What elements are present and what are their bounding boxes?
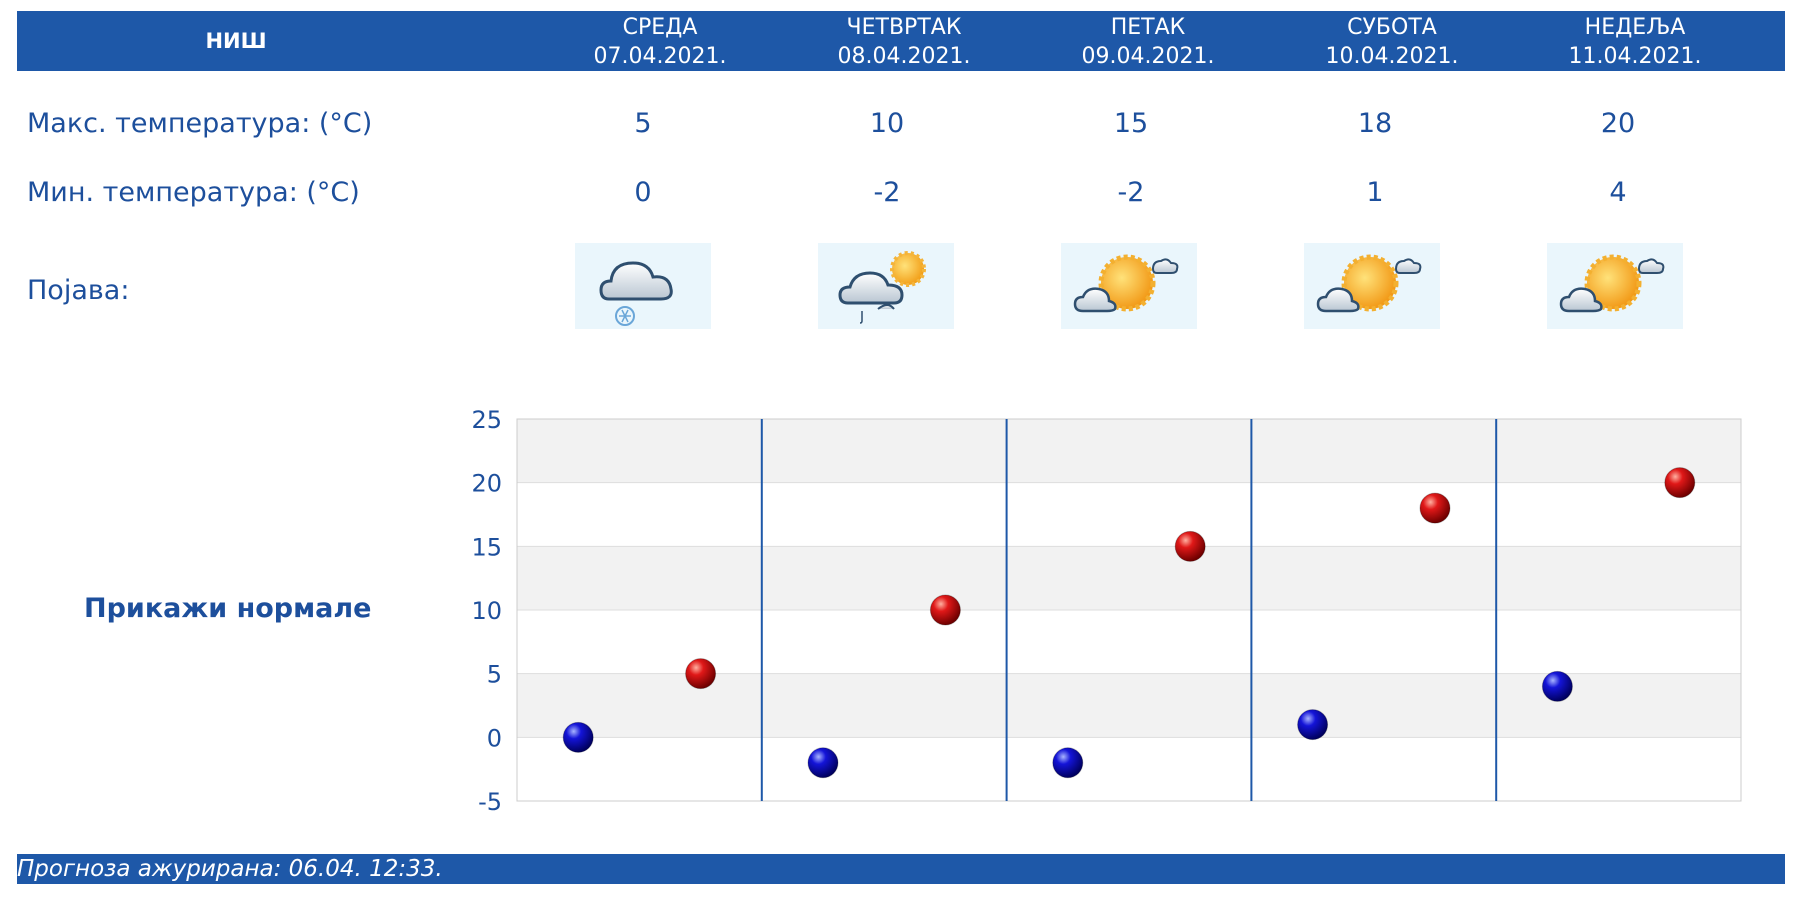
- y-tick-label: 0: [487, 724, 502, 752]
- y-tick-label: 25: [471, 406, 502, 434]
- day-date: 07.04.2021.: [593, 44, 727, 69]
- min-temp-marker: [1541, 670, 1573, 702]
- day-header-4: СУБОТА 10.04.2021.: [1272, 13, 1512, 71]
- show-normals-link[interactable]: Прикажи нормале: [84, 593, 372, 624]
- day-date: 08.04.2021.: [837, 44, 971, 69]
- max-temp-value: 20: [1600, 108, 1636, 139]
- chart-border: [516, 418, 1742, 802]
- y-tick-label: 15: [471, 533, 502, 561]
- forecast-footer-bar: Прогноза ажурирана: 06.04. 12:33.: [17, 854, 1785, 884]
- max-temp-label: Макс. температура: (°C): [27, 108, 373, 139]
- max-temp-value: 10: [869, 108, 905, 139]
- day-header-2: ЧЕТВРТАК 08.04.2021.: [784, 13, 1024, 71]
- max-temp-marker: [929, 594, 961, 626]
- min-temp-marker: [562, 721, 594, 753]
- day-date: 09.04.2021.: [1081, 44, 1215, 69]
- max-temp-value: 15: [1113, 108, 1149, 139]
- sun-clouds-icon: [1547, 243, 1683, 329]
- chart-band: [517, 546, 1741, 610]
- chart-band: [517, 673, 1741, 738]
- min-temp-value: 1: [1366, 177, 1384, 208]
- city-name: НИШ: [205, 29, 267, 53]
- day-header-5: НЕДЕЉА 11.04.2021.: [1515, 13, 1755, 71]
- chart-band: [517, 610, 1741, 674]
- sun-clouds-icon: [1061, 243, 1197, 329]
- chart-band: [517, 737, 1741, 801]
- cloud-snow-icon: [575, 243, 711, 329]
- min-temp-value: -2: [873, 177, 901, 208]
- forecast-header-bar: НИШ СРЕДА 07.04.2021. ЧЕТВРТАК 08.04.202…: [17, 11, 1785, 71]
- day-header-3: ПЕТАК 09.04.2021.: [1028, 13, 1268, 71]
- min-temp-label: Мин. температура: (°C): [27, 177, 360, 208]
- cloud-sun-rain-icon: [818, 243, 954, 329]
- day-name: СУБОТА: [1347, 15, 1437, 40]
- day-name: НЕДЕЉА: [1584, 15, 1686, 40]
- y-tick-label: 5: [487, 661, 502, 689]
- max-temp-marker: [1419, 492, 1451, 524]
- day-name: ПЕТАК: [1110, 15, 1186, 40]
- day-name: ЧЕТВРТАК: [846, 15, 962, 40]
- y-tick-label: 10: [471, 597, 502, 625]
- y-tick-label: 20: [471, 470, 502, 498]
- y-tick-label: -5: [478, 788, 502, 816]
- max-temp-marker: [685, 658, 717, 690]
- chart-band: [517, 482, 1741, 547]
- max-temp-marker: [1174, 530, 1206, 562]
- min-temp-value: -2: [1117, 177, 1145, 208]
- min-temp-value: 4: [1609, 177, 1627, 208]
- chart-band: [517, 419, 1741, 483]
- day-name: СРЕДА: [622, 15, 698, 40]
- day-header-1: СРЕДА 07.04.2021.: [540, 13, 780, 71]
- sun-clouds-icon: [1304, 243, 1440, 329]
- min-temp-marker: [1297, 709, 1329, 741]
- max-temp-value: 5: [634, 108, 652, 139]
- min-temp-marker: [807, 747, 839, 779]
- min-temp-marker: [1052, 747, 1084, 779]
- day-date: 11.04.2021.: [1568, 44, 1702, 69]
- phenomenon-label: Појава:: [27, 275, 130, 306]
- day-date: 10.04.2021.: [1325, 44, 1459, 69]
- max-temp-marker: [1664, 467, 1696, 499]
- max-temp-value: 18: [1357, 108, 1393, 139]
- min-temp-value: 0: [634, 177, 652, 208]
- chart-plot-area: 25 20 15 10 5 0 -5: [471, 406, 1742, 816]
- forecast-updated-text: Прогноза ажурирана: 06.04. 12:33.: [17, 856, 443, 882]
